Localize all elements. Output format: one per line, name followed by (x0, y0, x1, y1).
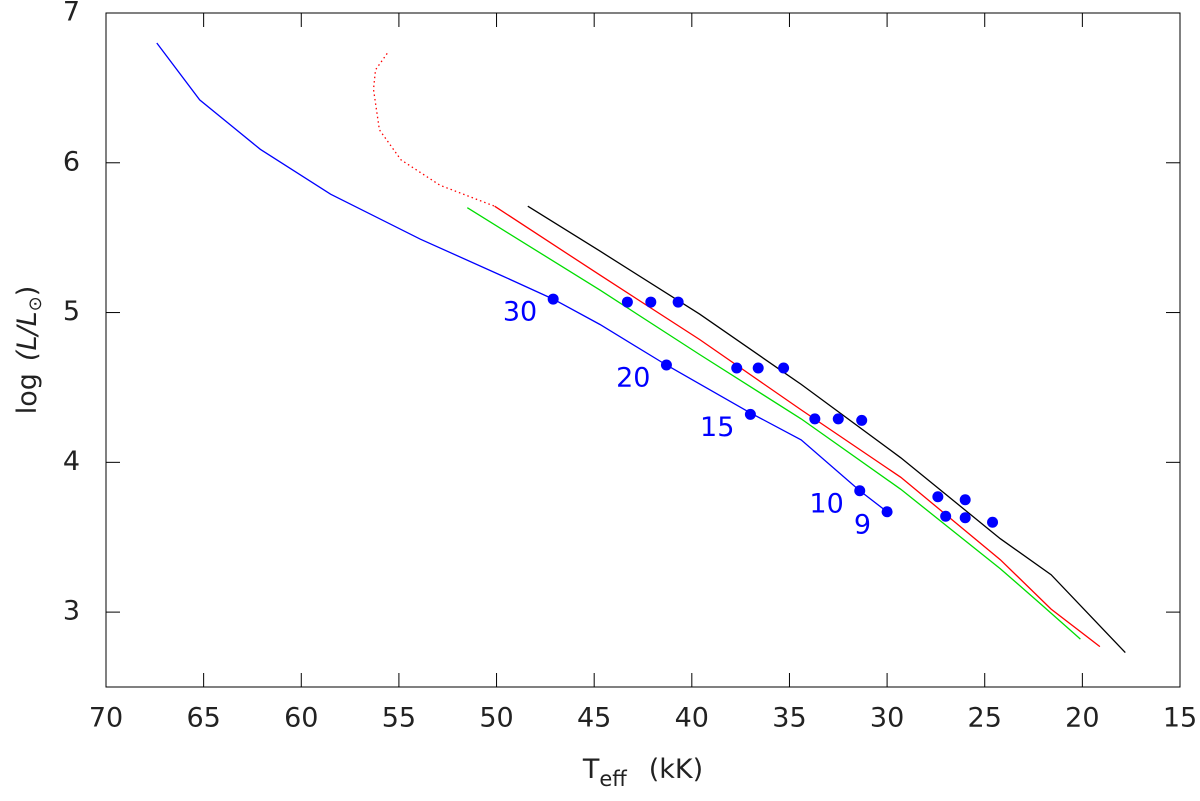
x-tick-label: 60 (284, 703, 318, 734)
data-point (959, 512, 971, 524)
point-label: 15 (700, 412, 734, 443)
point-label: 20 (616, 362, 650, 393)
data-point (881, 506, 893, 518)
y-label-close: ) (12, 286, 43, 297)
x-label-unit: (kK) (649, 754, 703, 785)
y-tick-label: 4 (63, 446, 80, 477)
point-label: 9 (854, 509, 871, 540)
series-line (494, 205, 1101, 648)
x-axis-label: Teff (kK) (582, 754, 703, 792)
plot-frame (105, 12, 1181, 688)
y-tick-label: 7 (63, 0, 80, 28)
data-point (778, 362, 790, 374)
x-tick-label: 55 (382, 703, 416, 734)
y-tick-label: 5 (63, 296, 80, 327)
y-label-log: log (12, 373, 43, 414)
series-line (466, 207, 1081, 640)
x-tick-label: 20 (1065, 703, 1099, 734)
x-tick-label: 35 (772, 703, 806, 734)
x-tick-label: 40 (675, 703, 709, 734)
series-line (372, 53, 495, 207)
x-label-symbol: T (582, 754, 600, 785)
data-point (854, 485, 866, 497)
x-tick-label: 15 (1163, 703, 1197, 734)
data-point (744, 408, 756, 420)
y-axis-label: log (L/L⊙) (12, 286, 47, 415)
x-tick-label: 70 (89, 703, 123, 734)
data-point (940, 510, 952, 522)
data-point (809, 413, 821, 425)
x-tick-label: 65 (186, 703, 220, 734)
data-point (731, 362, 743, 374)
data-point (547, 293, 559, 305)
point-label: 10 (809, 488, 843, 519)
y-tick-label: 6 (63, 146, 80, 177)
x-tick-label: 30 (870, 703, 904, 734)
data-point (856, 414, 868, 426)
x-label-subscript: eff (599, 767, 627, 791)
data-point (645, 296, 657, 308)
data-point (621, 296, 633, 308)
y-label-ratio: (L/L (12, 311, 43, 361)
data-point (752, 362, 764, 374)
x-tick-label: 45 (577, 703, 611, 734)
point-label: 30 (503, 297, 537, 328)
x-tick-label: 25 (968, 703, 1002, 734)
data-point (832, 413, 844, 425)
series-line (156, 42, 888, 513)
data-point (660, 359, 672, 371)
data-point (932, 491, 944, 503)
y-label-sun: ⊙ (25, 296, 46, 311)
series-line (527, 205, 1126, 654)
x-tick-label: 50 (479, 703, 513, 734)
data-point (987, 516, 999, 528)
data-point (959, 494, 971, 506)
y-tick-label: 3 (63, 596, 80, 627)
data-point (672, 296, 684, 308)
